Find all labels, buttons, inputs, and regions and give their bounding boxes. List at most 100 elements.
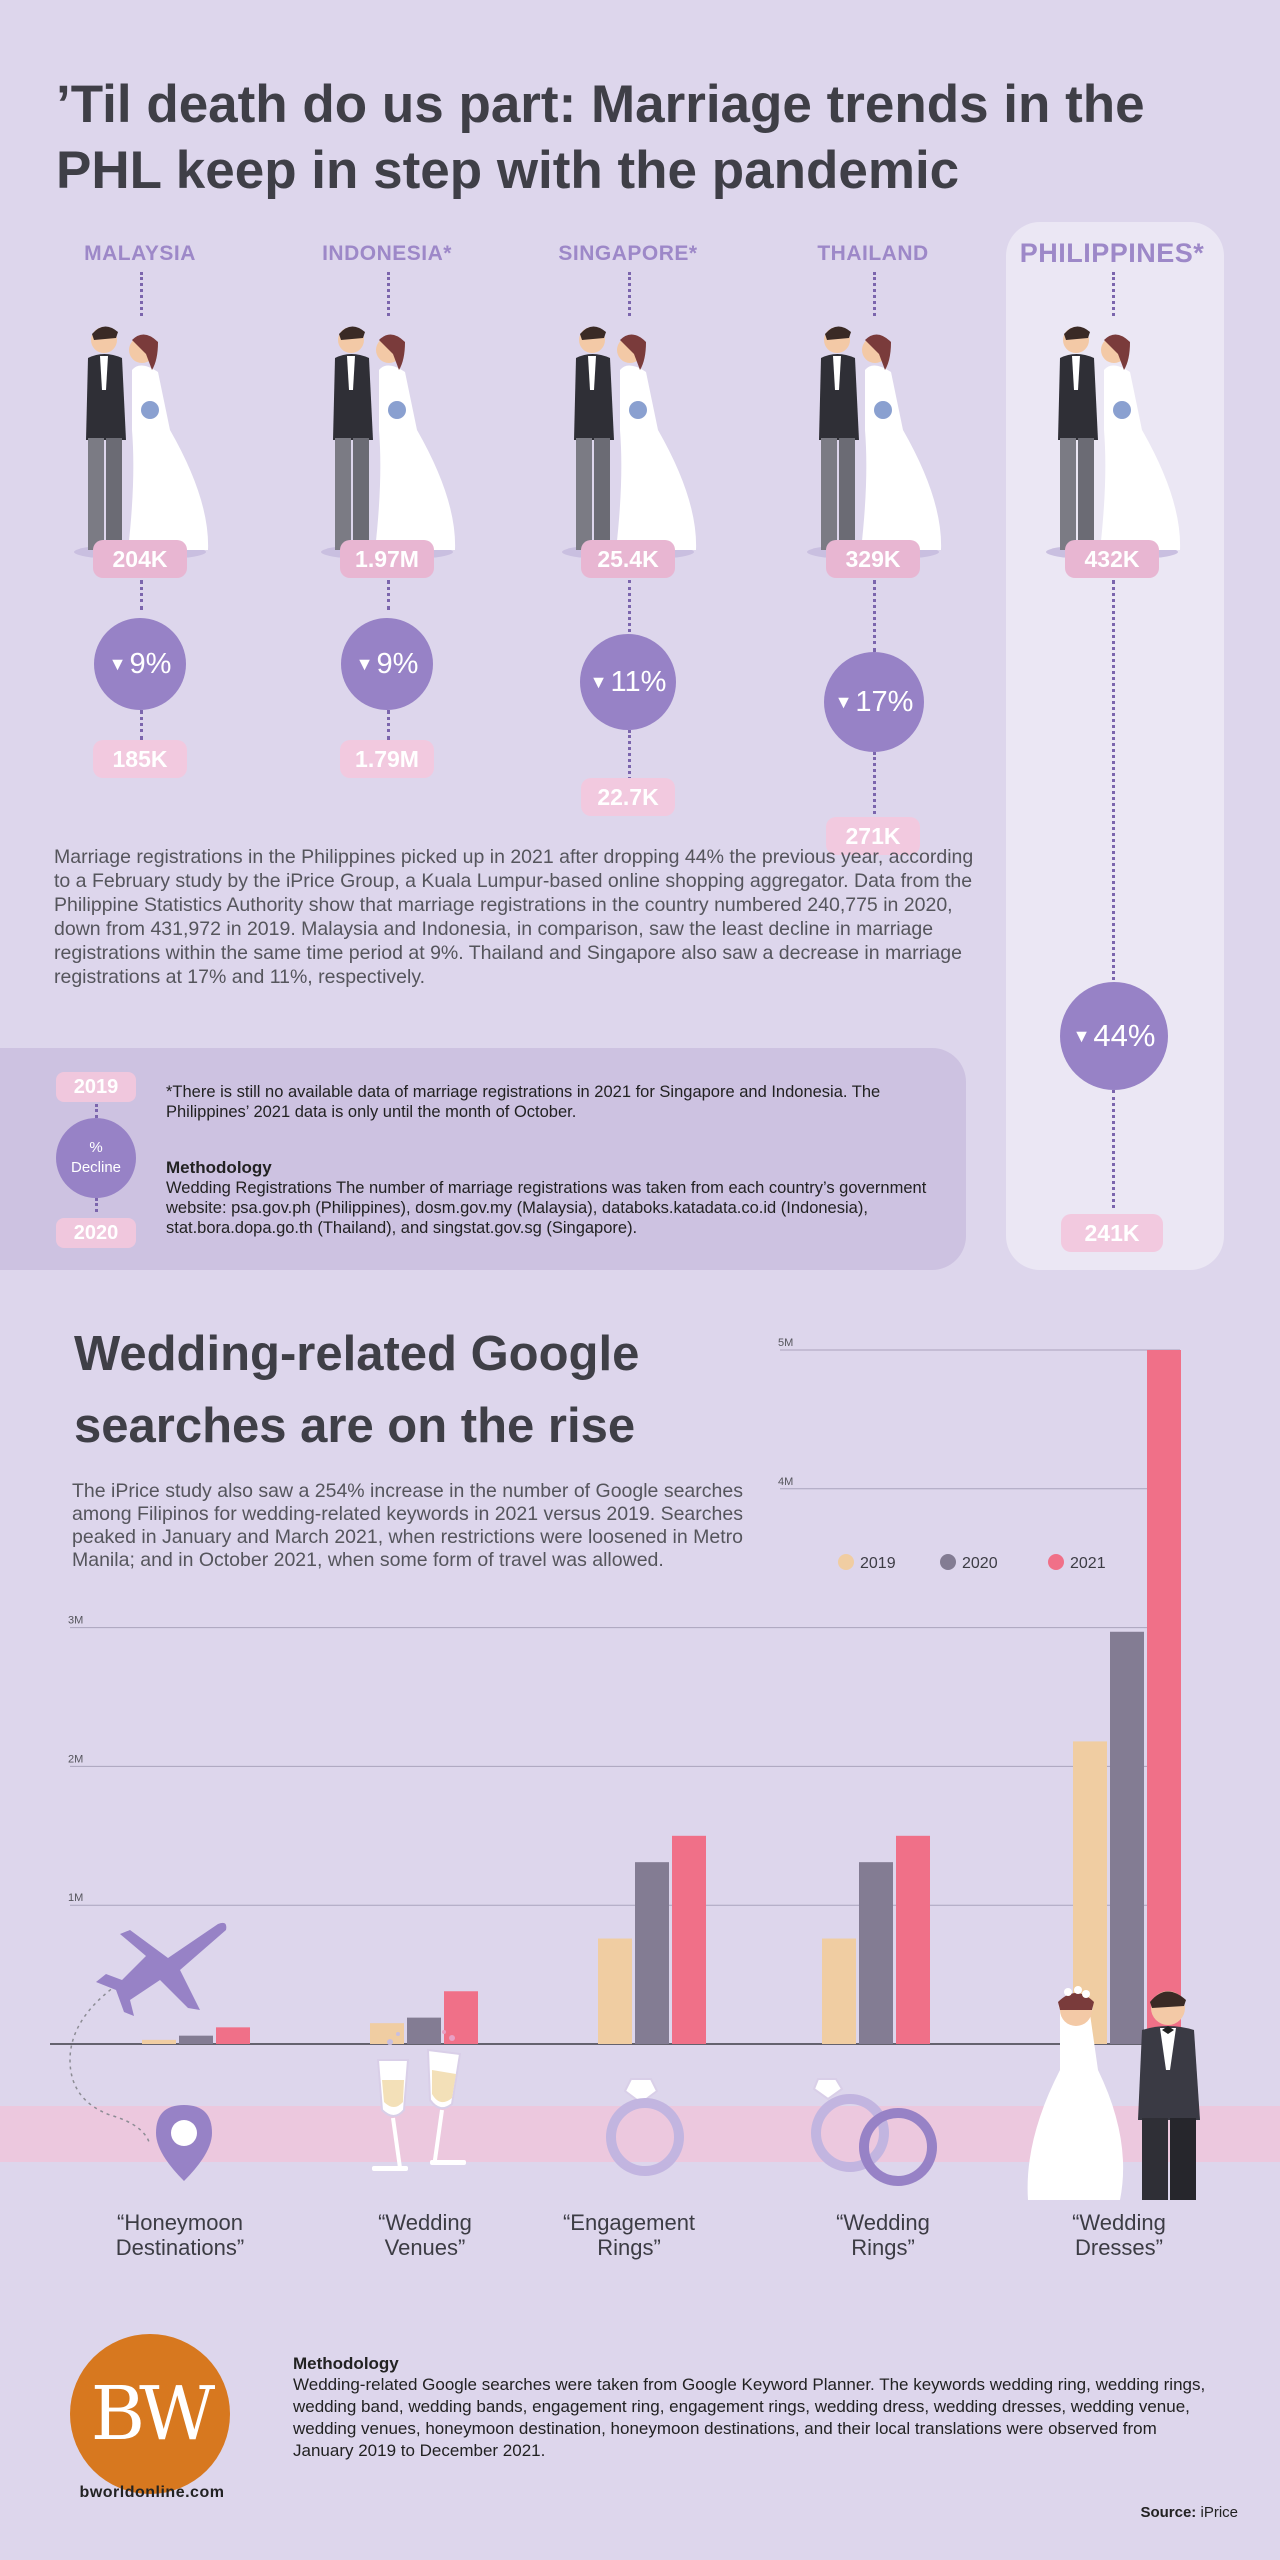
- category-label-line: Rings”: [597, 2235, 661, 2260]
- country-name-indonesia: INDONESIA*: [322, 242, 452, 265]
- y-tick-label: 5M: [778, 1337, 793, 1349]
- connector-line: [1112, 1090, 1115, 1208]
- connector-line: [873, 580, 876, 652]
- value-2019-indonesia: 1.97M: [340, 540, 434, 578]
- source-value: iPrice: [1200, 2504, 1238, 2521]
- y-tick-label: 4M: [778, 1476, 793, 1488]
- bar-2020-2: [635, 1862, 669, 2044]
- decline-value: 9%: [376, 647, 419, 680]
- connector-line: [1112, 580, 1115, 988]
- legend-swatch: [940, 1554, 956, 1570]
- connector-line: [873, 272, 876, 316]
- down-triangle-icon: ▼: [834, 691, 853, 712]
- decline-value: 44%: [1093, 1018, 1156, 1053]
- section-title: Wedding-related Google searches are on t…: [74, 1327, 640, 1453]
- category-label-line: “Wedding: [836, 2210, 930, 2235]
- category-label-wedding-rings: “Wedding Rings”: [768, 2210, 998, 2260]
- bar-2021-2: [672, 1835, 706, 2044]
- intro-paragraph: Marriage registrations in the Philippine…: [54, 846, 974, 988]
- category-label-line: “Honeymoon: [117, 2210, 243, 2235]
- connector-line: [95, 1104, 98, 1118]
- connector-line: [628, 730, 631, 780]
- page-title: ’Til death do us part: Marriage trends i…: [56, 75, 1145, 200]
- wedding-rings-icon: [811, 2078, 937, 2186]
- decline-value: 9%: [129, 647, 172, 680]
- legend-decline-circle: % Decline: [56, 1118, 136, 1198]
- source-label: Source:: [1140, 2504, 1197, 2521]
- decline-circle-malaysia: ▼ 9%: [94, 618, 186, 710]
- methodology-title: Methodology: [293, 2354, 399, 2373]
- connector-line: [95, 1198, 98, 1212]
- decline-value: 17%: [855, 685, 914, 718]
- location-pin-icon: [156, 2105, 212, 2181]
- bar-2019-0: [142, 2039, 176, 2044]
- connector-line: [628, 580, 631, 632]
- bar-2020-0: [179, 2035, 213, 2044]
- connector-line: [140, 710, 143, 740]
- connector-line: [628, 272, 631, 316]
- engagement-ring-icon: [606, 2078, 684, 2176]
- y-tick-label: 1M: [68, 1892, 83, 1904]
- section-intro: The iPrice study also saw a 254% increas…: [72, 1480, 743, 1571]
- value-2020-malaysia: 185K: [93, 740, 187, 778]
- country-name-malaysia: MALAYSIA: [84, 242, 196, 265]
- bar-2019-1: [370, 2023, 404, 2044]
- category-label-line: Destinations”: [115, 2235, 245, 2260]
- connector-line: [140, 580, 143, 610]
- methodology-title: Methodology: [166, 1158, 272, 1177]
- country-name-singapore: SINGAPORE*: [558, 242, 698, 265]
- bar-2020-1: [407, 2017, 441, 2044]
- category-label-line: “Wedding: [1072, 2210, 1166, 2235]
- bride-groom-icon: [1027, 1986, 1200, 2200]
- category-label-line: “Engagement: [562, 2210, 696, 2235]
- decline-circle-thailand: ▼ 17%: [824, 652, 924, 752]
- connector-line: [387, 710, 390, 740]
- bar-2021-0: [216, 2027, 250, 2044]
- methodology-text: Wedding Registrations The number of marr…: [166, 1179, 927, 1237]
- legend-label: 2020: [962, 1555, 998, 1572]
- legend-2020-pill: 2020: [56, 1218, 136, 1248]
- y-tick-label: 2M: [68, 1753, 83, 1765]
- methodology-panel: [0, 1048, 966, 1270]
- category-label-honeymoon: “Honeymoon Destinations”: [65, 2210, 295, 2260]
- connector-line: [387, 272, 390, 316]
- y-tick-label: 3M: [68, 1615, 83, 1627]
- value-2019-thailand: 329K: [826, 540, 920, 578]
- decline-value: 11%: [610, 665, 667, 698]
- category-label-line: Rings”: [851, 2235, 915, 2260]
- connector-line: [387, 580, 390, 610]
- value-2020-singapore: 22.7K: [581, 778, 675, 816]
- down-triangle-icon: ▼: [108, 653, 127, 674]
- champagne-glasses-icon: [372, 2030, 466, 2171]
- down-triangle-icon: ▼: [589, 671, 608, 692]
- value-2019-malaysia: 204K: [93, 540, 187, 578]
- value-2020-thailand: 271K: [826, 817, 920, 855]
- connector-line: [140, 272, 143, 316]
- category-label-venues: “Wedding Venues”: [310, 2210, 540, 2260]
- down-triangle-icon: ▼: [1072, 1025, 1091, 1046]
- value-2020-philippines: 241K: [1061, 1214, 1163, 1252]
- country-name-thailand: THAILAND: [817, 242, 929, 265]
- methodology-text: Wedding-related Google searches were tak…: [293, 2375, 1206, 2460]
- category-label-dresses: “Wedding Dresses”: [1004, 2210, 1234, 2260]
- decline-circle-philippines: ▼ 44%: [1060, 982, 1168, 1090]
- bar-2019-2: [598, 1938, 632, 2044]
- bw-logo: BW: [70, 2334, 230, 2494]
- decline-circle-singapore: ▼ 11%: [580, 634, 676, 730]
- category-label-line: “Wedding: [378, 2210, 472, 2235]
- bar-2019-3: [822, 1938, 856, 2044]
- bar-2020-3: [859, 1862, 893, 2044]
- site-url[interactable]: bworldonline.com: [79, 2484, 225, 2501]
- source-credit: Source: iPrice: [1140, 2504, 1238, 2521]
- legend-swatch: [1048, 1554, 1064, 1570]
- bar-2021-4: [1147, 1350, 1181, 2044]
- value-2019-singapore: 25.4K: [581, 540, 675, 578]
- category-label-line: Dresses”: [1074, 2235, 1163, 2260]
- country-name-philippines: PHILIPPINES*: [1019, 238, 1205, 268]
- connector-line: [1112, 272, 1115, 316]
- legend-decline-percent: %: [89, 1139, 103, 1156]
- decline-circle-indonesia: ▼ 9%: [341, 618, 433, 710]
- legend-swatch: [838, 1554, 854, 1570]
- bar-2021-1: [444, 1991, 478, 2044]
